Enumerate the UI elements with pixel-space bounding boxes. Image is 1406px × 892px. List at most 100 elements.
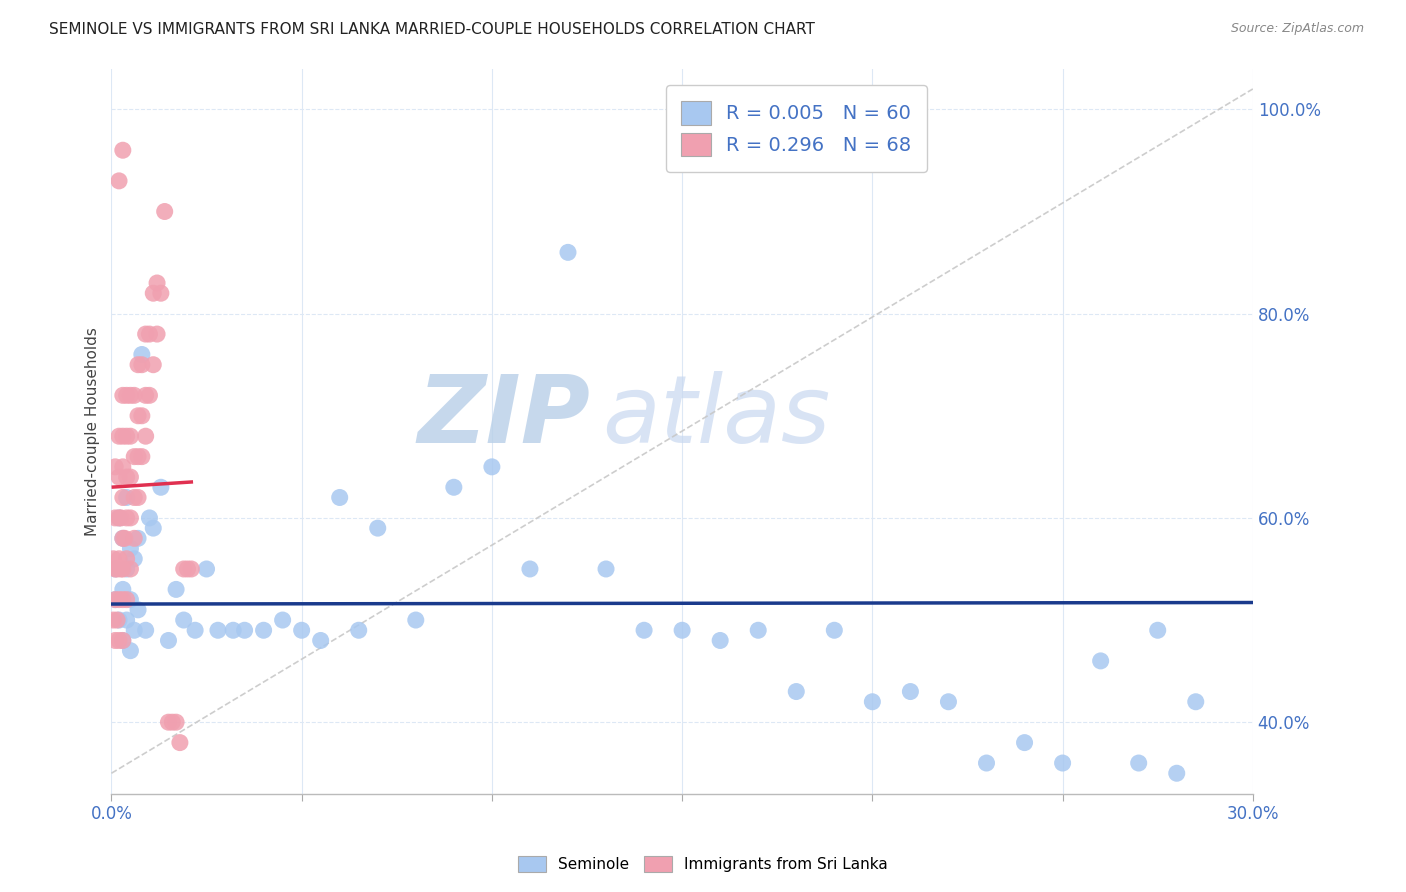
- Point: [1128, 756, 1150, 770]
- Point: [252, 624, 274, 638]
- Point: [291, 624, 314, 638]
- Legend: R = 0.005   N = 60, R = 0.296   N = 68: R = 0.005 N = 60, R = 0.296 N = 68: [666, 86, 927, 172]
- Point: [122, 532, 145, 546]
- Point: [115, 470, 138, 484]
- Point: [173, 613, 195, 627]
- Point: [1184, 695, 1206, 709]
- Point: [108, 174, 131, 188]
- Point: [976, 756, 998, 770]
- Point: [115, 551, 138, 566]
- Point: [122, 450, 145, 464]
- Point: [131, 450, 153, 464]
- Point: [103, 613, 125, 627]
- Point: [135, 327, 157, 342]
- Point: [120, 511, 142, 525]
- Point: [108, 633, 131, 648]
- Point: [122, 388, 145, 402]
- Point: [120, 592, 142, 607]
- Point: [309, 633, 332, 648]
- Point: [138, 327, 160, 342]
- Point: [131, 409, 153, 423]
- Text: SEMINOLE VS IMMIGRANTS FROM SRI LANKA MARRIED-COUPLE HOUSEHOLDS CORRELATION CHAR: SEMINOLE VS IMMIGRANTS FROM SRI LANKA MA…: [49, 22, 815, 37]
- Point: [184, 624, 207, 638]
- Point: [146, 327, 169, 342]
- Point: [367, 521, 389, 535]
- Point: [120, 470, 142, 484]
- Point: [105, 613, 128, 627]
- Point: [142, 358, 165, 372]
- Point: [115, 429, 138, 443]
- Point: [347, 624, 370, 638]
- Point: [108, 592, 131, 607]
- Point: [131, 347, 153, 361]
- Point: [108, 613, 131, 627]
- Point: [153, 204, 176, 219]
- Point: [108, 511, 131, 525]
- Text: ZIP: ZIP: [418, 370, 591, 463]
- Point: [111, 143, 134, 157]
- Point: [115, 613, 138, 627]
- Point: [165, 582, 187, 597]
- Point: [157, 633, 180, 648]
- Point: [271, 613, 294, 627]
- Point: [110, 562, 132, 576]
- Point: [111, 633, 134, 648]
- Point: [104, 511, 127, 525]
- Point: [108, 429, 131, 443]
- Point: [481, 459, 503, 474]
- Point: [115, 388, 138, 402]
- Point: [115, 491, 138, 505]
- Point: [405, 613, 427, 627]
- Point: [127, 603, 149, 617]
- Point: [938, 695, 960, 709]
- Point: [131, 358, 153, 372]
- Point: [104, 562, 127, 576]
- Point: [149, 480, 172, 494]
- Point: [122, 491, 145, 505]
- Point: [135, 429, 157, 443]
- Point: [195, 562, 218, 576]
- Point: [519, 562, 541, 576]
- Point: [823, 624, 845, 638]
- Point: [108, 470, 131, 484]
- Point: [122, 624, 145, 638]
- Point: [120, 643, 142, 657]
- Point: [222, 624, 245, 638]
- Point: [111, 429, 134, 443]
- Point: [120, 562, 142, 576]
- Point: [104, 562, 127, 576]
- Point: [104, 459, 127, 474]
- Point: [110, 511, 132, 525]
- Point: [104, 633, 127, 648]
- Point: [595, 562, 617, 576]
- Point: [127, 358, 149, 372]
- Point: [443, 480, 465, 494]
- Point: [111, 532, 134, 546]
- Point: [115, 511, 138, 525]
- Point: [120, 541, 142, 556]
- Point: [1052, 756, 1074, 770]
- Point: [104, 592, 127, 607]
- Point: [127, 450, 149, 464]
- Point: [104, 592, 127, 607]
- Point: [142, 521, 165, 535]
- Point: [557, 245, 579, 260]
- Point: [329, 491, 352, 505]
- Point: [633, 624, 655, 638]
- Point: [111, 532, 134, 546]
- Point: [785, 684, 807, 698]
- Point: [135, 388, 157, 402]
- Point: [138, 388, 160, 402]
- Point: [127, 491, 149, 505]
- Point: [111, 592, 134, 607]
- Point: [233, 624, 256, 638]
- Point: [149, 286, 172, 301]
- Point: [114, 532, 136, 546]
- Text: Source: ZipAtlas.com: Source: ZipAtlas.com: [1230, 22, 1364, 36]
- Point: [671, 624, 693, 638]
- Point: [122, 551, 145, 566]
- Point: [111, 562, 134, 576]
- Point: [176, 562, 198, 576]
- Point: [127, 409, 149, 423]
- Point: [157, 715, 180, 730]
